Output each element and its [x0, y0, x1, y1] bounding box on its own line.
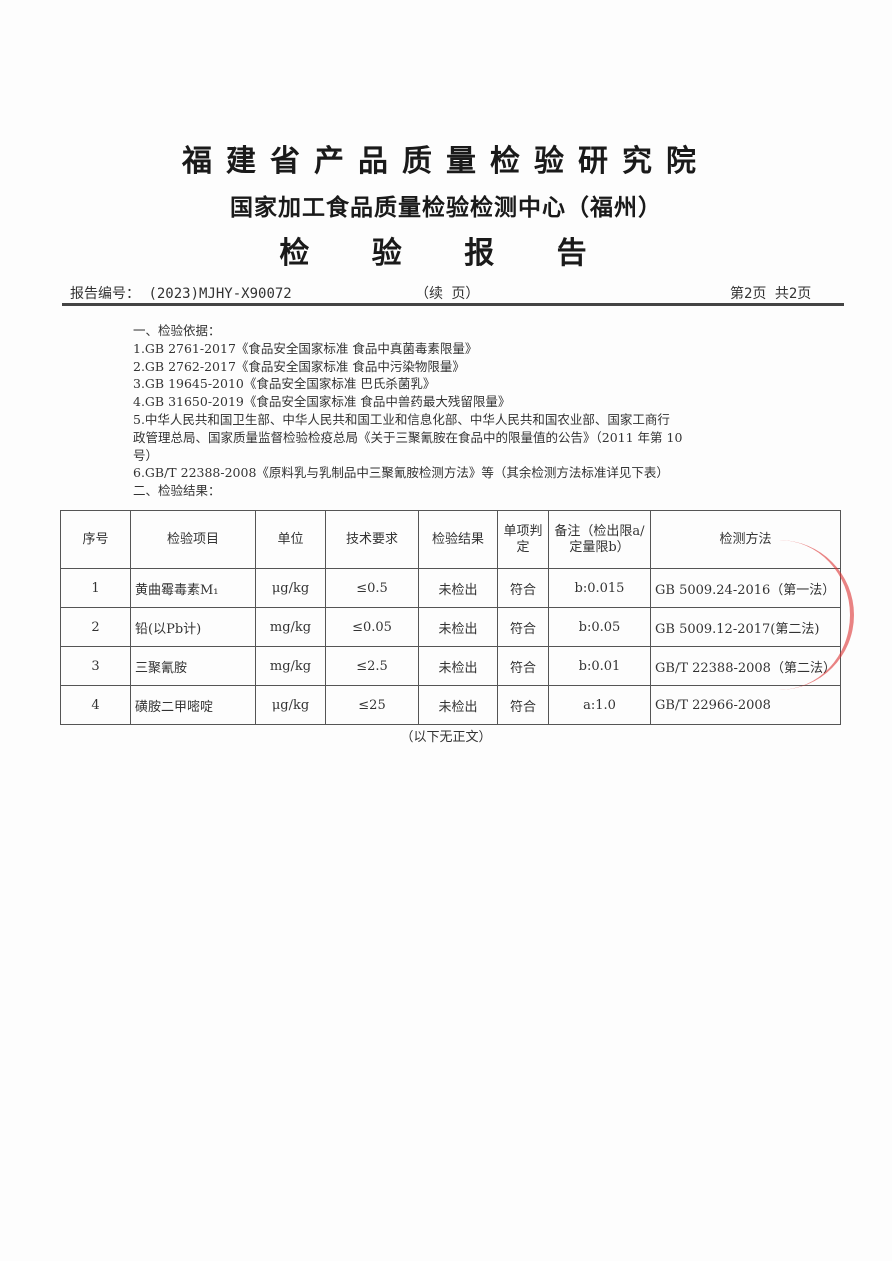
table-cell: 符合	[497, 568, 549, 608]
institute-name: 福建省产品质量检验研究院	[182, 144, 710, 179]
header-rule	[62, 303, 844, 306]
col-header: 单位	[255, 510, 326, 569]
results-heading: 二、检验结果：	[133, 483, 221, 499]
table-cell: a:1.0	[548, 685, 651, 725]
table-cell: b:0.015	[548, 568, 651, 608]
table-cell: 未检出	[418, 607, 498, 647]
page-info: 第2页 共2页	[730, 286, 812, 302]
table-cell: ≤0.05	[325, 607, 419, 647]
table-cell: b:0.05	[548, 607, 651, 647]
table-cell: 2	[60, 607, 131, 647]
table-cell: μg/kg	[255, 568, 326, 608]
basis-item: 3.GB 19645-2010《食品安全国家标准 巴氏杀菌乳》	[133, 376, 436, 392]
table-cell: ≤2.5	[325, 646, 419, 686]
col-header: 检验项目	[130, 510, 256, 569]
table-cell: mg/kg	[255, 646, 326, 686]
table-cell: ≤0.5	[325, 568, 419, 608]
basis-item: 5.中华人民共和国卫生部、中华人民共和国工业和信息化部、中华人民共和国农业部、国…	[133, 411, 670, 427]
table-row: 4 磺胺二甲嘧啶 μg/kg ≤25 未检出 符合 a:1.0 GB/T 22966-2008	[60, 685, 841, 725]
table-row: 2 铅(以Pb计) mg/kg ≤0.05 未检出 符合 b:0.05 GB 5009.12-…	[60, 607, 841, 647]
end-note: （以下无正文）	[400, 730, 492, 745]
table-cell: 4	[60, 685, 131, 725]
table-cell: ≤25	[325, 685, 419, 725]
basis-item: 6.GB/T 22388-2008《原料乳与乳制品中三聚氰胺检测方法》等（其余检…	[133, 465, 669, 481]
table-cell: 1	[60, 568, 131, 608]
official-seal	[740, 540, 854, 690]
inspection-basis: 一、检验依据： 1.GB 2761-2017《食品安全国家标准 食品中真菌毒素限…	[133, 322, 773, 500]
table-cell: 3	[60, 646, 131, 686]
table-header-row: 序号 检验项目 单位 技术要求 检验结果 单项判定 备注（检出限a/定量限b） …	[60, 510, 841, 569]
basis-item: 政管理总局、国家质量监督检验检疫总局《关于三聚氰胺在食品中的限量值的公告》（20…	[133, 429, 683, 445]
col-header: 备注（检出限a/定量限b）	[548, 510, 651, 569]
col-header: 单项判定	[497, 510, 549, 569]
basis-heading: 一、检验依据：	[133, 323, 221, 338]
table-row: 3 三聚氰胺 mg/kg ≤2.5 未检出 符合 b:0.01 GB/T 22388-2008…	[60, 646, 841, 686]
table-row: 1 黄曲霉毒素M₁ μg/kg ≤0.5 未检出 符合 b:0.015 GB 5009.24-…	[60, 568, 841, 608]
table-cell: 未检出	[418, 646, 498, 686]
document-title: 检 验 报 告	[279, 236, 613, 271]
table-cell: 未检出	[418, 568, 498, 608]
table-cell: b:0.01	[548, 646, 651, 686]
table-cell: mg/kg	[255, 607, 326, 647]
table-cell: 黄曲霉毒素M₁	[130, 568, 256, 608]
col-header: 技术要求	[325, 510, 419, 569]
basis-item: 4.GB 31650-2019《食品安全国家标准 食品中兽药最大残留限量》	[133, 394, 511, 410]
table-cell: μg/kg	[255, 685, 326, 725]
table-cell: GB/T 22966-2008	[650, 685, 841, 725]
report-number-value: (2023)MJHY-X90072	[148, 286, 292, 302]
report-number-label: 报告编号：	[70, 286, 140, 302]
table-cell: 磺胺二甲嘧啶	[130, 685, 256, 725]
center-name: 国家加工食品质量检验检测中心（福州）	[230, 194, 662, 221]
table-cell: 符合	[497, 685, 549, 725]
basis-item: 号）	[133, 447, 159, 463]
table-cell: 未检出	[418, 685, 498, 725]
continued-label: （续 页）	[415, 286, 480, 302]
table-cell: 三聚氰胺	[130, 646, 256, 686]
table-cell: 铅(以Pb计)	[130, 607, 256, 647]
table-cell: 符合	[497, 646, 549, 686]
col-header: 序号	[60, 510, 131, 569]
table-cell: 符合	[497, 607, 549, 647]
basis-item: 1.GB 2761-2017《食品安全国家标准 食品中真菌毒素限量》	[133, 340, 478, 356]
col-header: 检验结果	[418, 510, 498, 569]
results-table: 序号 检验项目 单位 技术要求 检验结果 单项判定 备注（检出限a/定量限b） …	[60, 510, 841, 725]
report-number: 报告编号： (2023)MJHY-X90072	[70, 283, 292, 303]
basis-item: 2.GB 2762-2017《食品安全国家标准 食品中污染物限量》	[133, 358, 465, 374]
